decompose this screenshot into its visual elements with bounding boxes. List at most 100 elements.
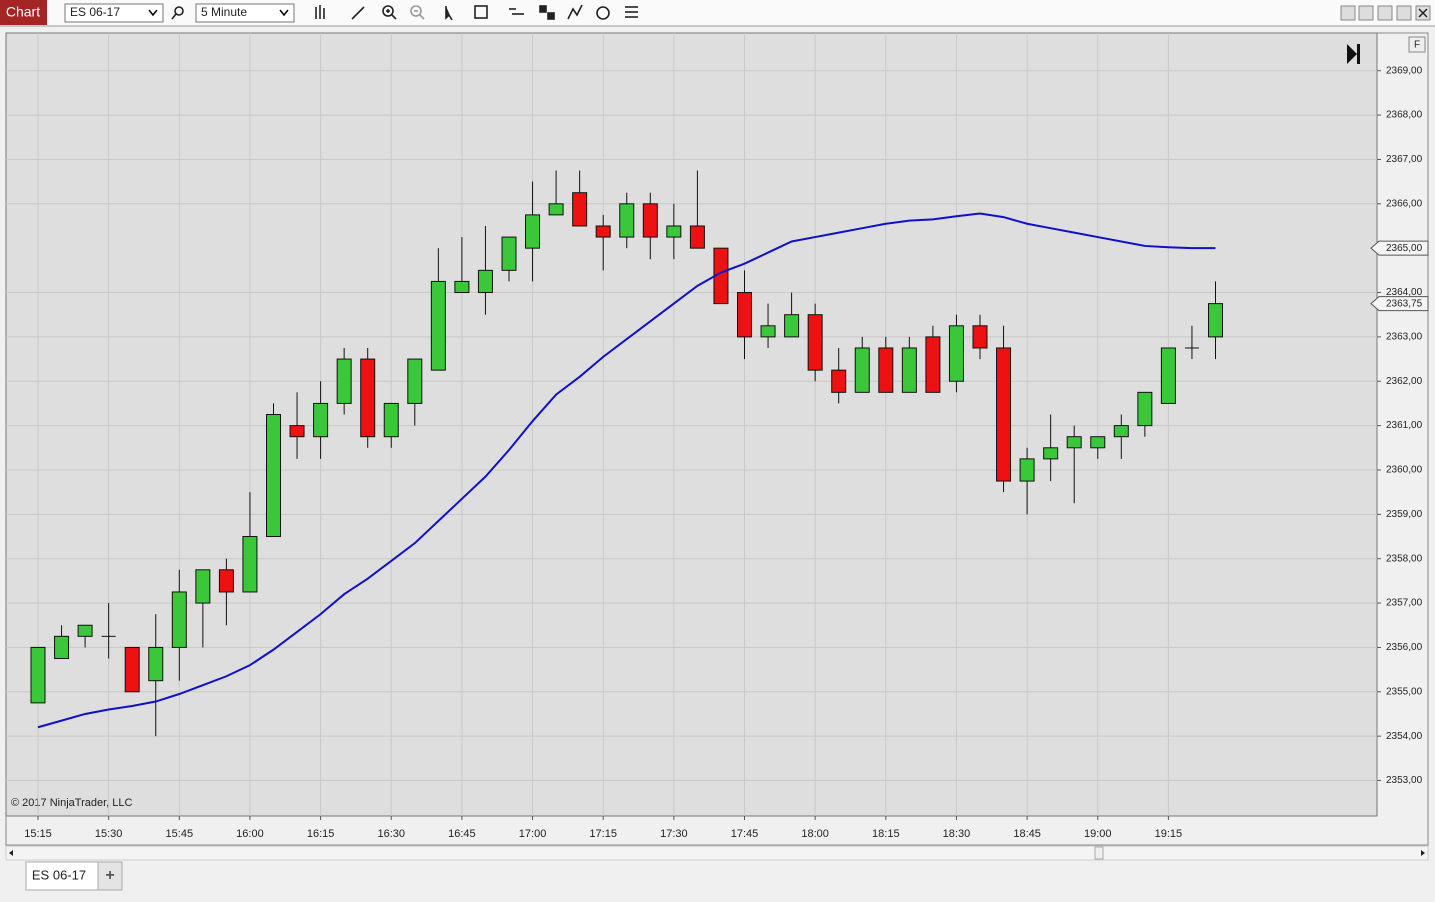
- candle-body: [901, 347, 917, 393]
- moving-average: [37, 212, 1216, 729]
- x-tick-label: 16:00: [236, 828, 264, 840]
- candle-body: [831, 369, 847, 393]
- candle-body: [619, 203, 635, 238]
- credit: © 2017 NinjaTrader, LLC: [11, 797, 132, 809]
- candle-body: [807, 314, 823, 371]
- candle-body: [148, 646, 164, 682]
- candle-body: [925, 336, 941, 393]
- x-tick-label: 17:45: [731, 828, 759, 840]
- candle-body: [336, 358, 352, 404]
- candle-body: [383, 402, 399, 438]
- candle-body: [77, 624, 93, 637]
- candle-body: [595, 225, 611, 238]
- x-tick-label: 18:30: [943, 828, 971, 840]
- x-tick-label: 16:30: [377, 828, 405, 840]
- chart-label: Chart: [6, 4, 40, 20]
- price-marker: [1370, 240, 1429, 256]
- grid: [6, 33, 1381, 820]
- zoom-in-icon[interactable]: [382, 5, 397, 20]
- minimize-button[interactable]: [1377, 5, 1393, 21]
- candle-body: [854, 347, 870, 393]
- y-tick-label: 2357,00: [1386, 598, 1423, 609]
- scrollbar[interactable]: [5, 845, 1429, 861]
- axis-button[interactable]: [1408, 36, 1426, 53]
- data-box-icon[interactable]: [474, 5, 488, 19]
- price-marker-label: 2363,75: [1386, 298, 1423, 309]
- pointer-icon[interactable]: [445, 6, 453, 21]
- jump-to-end[interactable]: [1347, 44, 1360, 64]
- candle-body: [195, 569, 211, 604]
- price-marker: [1370, 296, 1429, 312]
- candle-body: [1160, 347, 1176, 404]
- draw-icon[interactable]: [351, 6, 365, 20]
- y-tick-label: 2362,00: [1386, 376, 1423, 387]
- indicator-icon[interactable]: [567, 4, 583, 20]
- candle-body: [760, 325, 776, 338]
- y-tick-label: 2361,00: [1386, 420, 1423, 431]
- x-tick-label: 18:45: [1013, 828, 1041, 840]
- candle-body: [289, 425, 305, 438]
- y-tick-label: 2358,00: [1386, 553, 1423, 564]
- y-tick-label: 2353,00: [1386, 775, 1423, 786]
- candle-body: [666, 225, 682, 238]
- y-tick-label: 2368,00: [1386, 110, 1423, 121]
- x-tick-label: 16:15: [307, 828, 335, 840]
- candle-body: [972, 325, 988, 349]
- scroll-thumb[interactable]: [1094, 846, 1104, 860]
- tab[interactable]: [25, 861, 99, 891]
- candle-body: [1066, 436, 1082, 449]
- candle-body: [689, 225, 705, 249]
- x-tick-label: 15:30: [95, 828, 123, 840]
- instrument-select[interactable]: ES 06-17: [64, 3, 164, 23]
- y-tick-label: 2369,00: [1386, 65, 1423, 76]
- candle-body: [572, 192, 588, 227]
- candle-body: [737, 292, 752, 338]
- restore-button[interactable]: [1396, 5, 1412, 21]
- y-tick-label: 2360,00: [1386, 465, 1423, 476]
- candle-body: [54, 635, 70, 660]
- instrument-text: ES 06-17: [70, 5, 120, 19]
- x-tick-label: 18:15: [872, 828, 900, 840]
- candle-body: [477, 269, 493, 294]
- axis-button-text: F: [1414, 40, 1420, 51]
- candle-body: [501, 236, 517, 271]
- x-tick-label: 17:30: [660, 828, 688, 840]
- zoom-out-icon[interactable]: [410, 5, 425, 20]
- candle-body: [313, 402, 329, 438]
- candle-body: [525, 214, 541, 249]
- button[interactable]: [1358, 5, 1374, 21]
- x-tick-label: 15:15: [24, 828, 52, 840]
- list-icon[interactable]: [625, 6, 638, 18]
- candle-body: [548, 203, 564, 216]
- marks: [30, 170, 1223, 737]
- x-tick-label: 19:15: [1155, 828, 1183, 840]
- y-tick-label: 2355,00: [1386, 686, 1423, 697]
- interval-select[interactable]: 5 Minute: [195, 3, 295, 23]
- add-tab-label: +: [105, 867, 114, 884]
- candle-body: [1208, 303, 1223, 338]
- x-tick-label: 16:45: [448, 828, 476, 840]
- reload-icon[interactable]: [596, 6, 610, 20]
- button[interactable]: [1340, 5, 1356, 21]
- search-icon[interactable]: [171, 6, 184, 20]
- candle-body: [878, 347, 894, 393]
- candle-body: [1019, 458, 1035, 482]
- y-tick-label: 2364,00: [1386, 287, 1423, 298]
- candle-body: [242, 536, 258, 593]
- y-tick-label: 2354,00: [1386, 731, 1423, 742]
- bar-type-icon[interactable]: [315, 5, 325, 19]
- candle-body: [948, 325, 964, 382]
- candle-body: [996, 347, 1012, 482]
- tab-label: ES 06-17: [32, 867, 86, 882]
- candle-body: [430, 280, 446, 371]
- properties-icon[interactable]: [509, 8, 524, 15]
- candle-body: [266, 414, 281, 538]
- x-tick-label: 17:00: [519, 828, 547, 840]
- candle-body: [171, 591, 187, 648]
- add-tab[interactable]: [97, 861, 123, 891]
- plot-area: [5, 32, 1378, 817]
- strategy-icon[interactable]: [539, 5, 555, 20]
- y-tick-label: 2356,00: [1386, 642, 1423, 653]
